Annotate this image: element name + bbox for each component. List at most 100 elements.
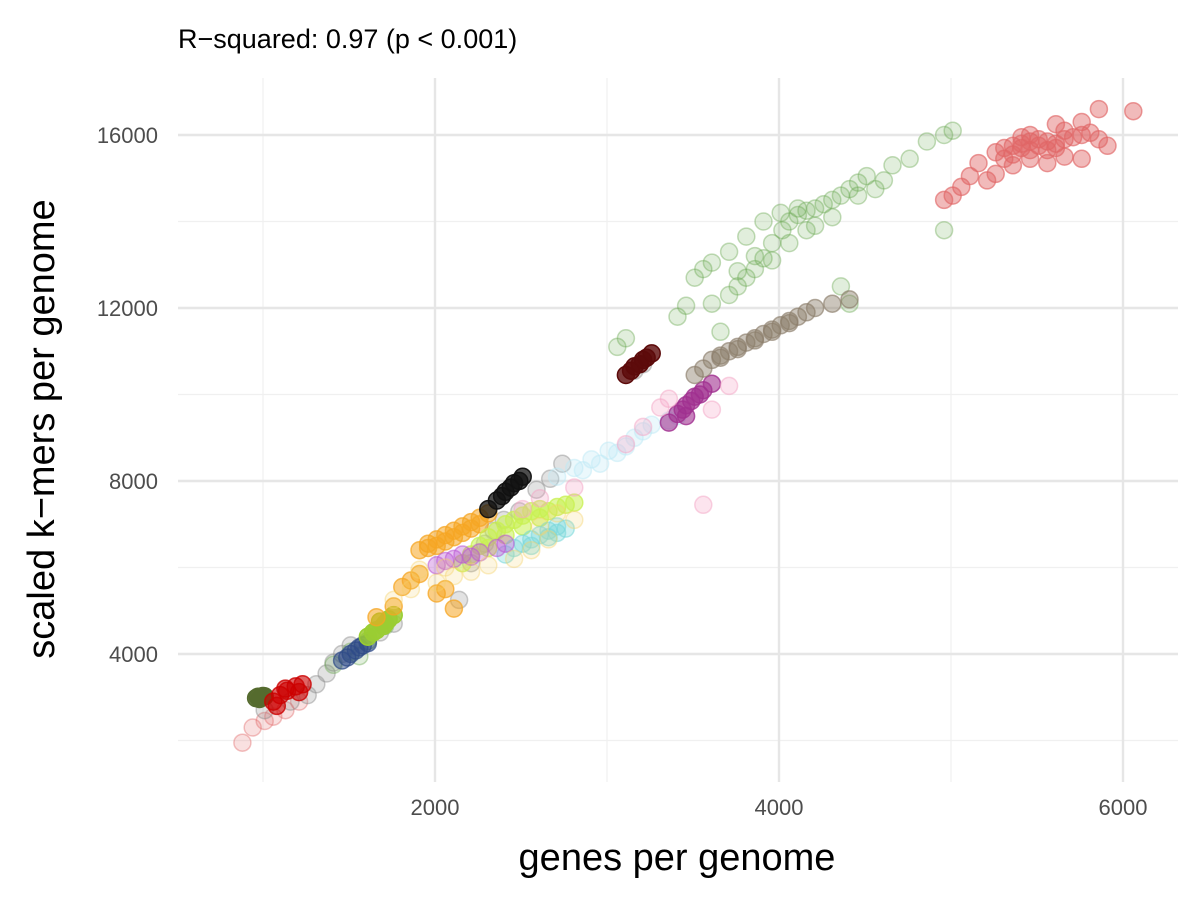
data-point [866,179,885,199]
data-point [547,467,567,486]
data-point [737,268,756,287]
data-point [510,471,529,491]
data-point [608,337,627,357]
data-point [427,573,446,592]
data-point [1046,114,1066,134]
data-point [694,259,713,279]
data-point [676,406,696,426]
data-point [745,246,765,266]
data-point [487,538,507,558]
y-tick-label: 4000 [109,642,158,667]
data-point [728,277,747,296]
data-point [1003,156,1023,175]
data-point [719,285,739,305]
data-point [453,523,472,543]
data-point [702,253,722,272]
data-point [762,251,782,270]
x-tick-label: 4000 [755,795,804,820]
data-point [436,532,455,551]
point-group-16 [685,290,859,385]
data-point [436,579,455,599]
data-point [401,579,421,599]
data-point [267,696,287,716]
point-group-3 [264,675,312,716]
point-group-4 [324,121,962,675]
data-point [436,558,455,577]
data-point [1072,112,1091,132]
y-tick-label: 16000 [97,123,158,148]
data-point [797,201,816,220]
point-group-15 [513,376,739,519]
data-point [831,186,851,205]
data-point [797,303,816,322]
data-point [659,389,679,409]
data-point [934,125,954,145]
data-point [539,530,558,549]
data-point [248,687,268,707]
data-point [805,199,825,218]
data-point [565,510,584,530]
point-group-8 [479,467,532,519]
point-group-18 [934,99,1143,210]
data-point [788,199,808,218]
data-point [780,233,799,253]
x-axis-title: genes per genome [519,837,836,879]
data-point [367,607,386,627]
data-point [728,261,747,281]
point-group-0 [233,692,309,752]
data-point [470,515,489,534]
data-point [1038,153,1057,173]
data-point [823,190,842,210]
data-point [479,556,498,575]
data-point [1089,99,1109,119]
y-axis-ticks: 4000 8000 12000 16000 [97,123,158,667]
data-point [556,519,575,538]
data-point [848,186,868,205]
data-point [565,478,584,497]
data-point [814,194,833,214]
data-point [934,220,954,240]
data-point [831,277,851,296]
data-point [685,268,704,287]
data-point [805,216,825,236]
data-point [444,566,464,586]
data-point [461,547,481,566]
point-group-7 [367,504,498,627]
point-group-13 [616,344,661,385]
y-axis-title: scaled k−mers per genome [21,199,63,658]
data-point [1055,147,1074,166]
data-point [496,534,515,553]
data-point [805,298,825,318]
data-point [637,348,656,367]
data-point [1124,101,1143,121]
data-point [470,543,489,562]
x-axis-ticks: 2000 4000 6000 [411,795,1148,820]
data-point [883,156,902,175]
data-point [943,121,962,140]
data-point [719,376,739,396]
chart-subtitle: R−squared: 0.97 (p < 0.001) [178,24,517,54]
data-point [530,489,550,508]
data-point [762,322,782,342]
y-tick-label: 8000 [109,469,158,494]
data-point [233,733,252,752]
x-tick-label: 2000 [411,795,460,820]
data-point [513,499,532,519]
data-points [233,99,1143,752]
point-group-11 [427,534,515,575]
data-point [840,179,859,199]
data-point [773,220,792,240]
data-point [1072,149,1091,169]
data-point [762,233,782,253]
data-point [788,205,808,225]
data-point [711,322,730,342]
data-point [917,132,937,151]
data-point [745,331,765,350]
data-point [289,682,309,702]
data-point [745,259,765,279]
data-point [676,296,696,316]
data-point [754,212,773,231]
data-point [384,597,403,616]
data-point [530,517,550,536]
data-point [702,294,722,313]
